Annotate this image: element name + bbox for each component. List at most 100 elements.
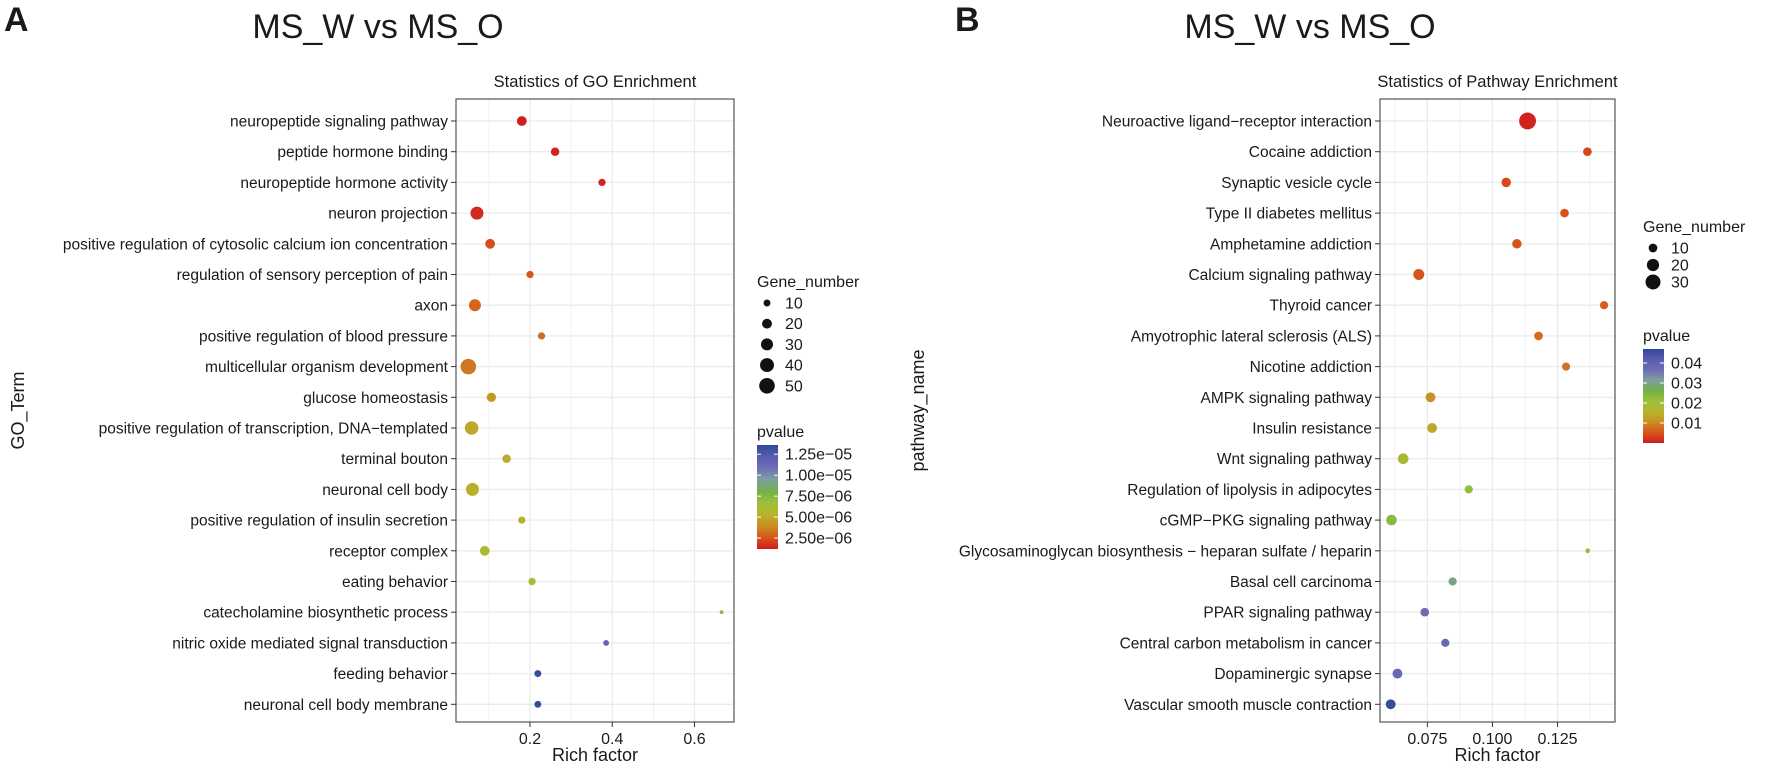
- data-point: [528, 577, 536, 586]
- plot-panel: [1380, 99, 1615, 722]
- legend-size-key: [759, 378, 775, 394]
- size-legend: Gene_number 10 20 30 40 50: [757, 274, 860, 395]
- data-point: [468, 299, 481, 312]
- y-tick-label: Synaptic vesicle cycle: [1221, 175, 1372, 192]
- panel-b: B MS_W vs MS_O Statistics of Pathway Enric…: [908, 1, 1746, 765]
- color-legend: pvalue 1.25e−05 1.00e−05 7.50e−06 5.00e−06 2.…: [757, 424, 852, 549]
- y-tick-label: positive regulation of cytosolic calcium…: [63, 236, 448, 253]
- plot-title: MS_W vs MS_O: [252, 8, 503, 46]
- plot-title: MS_W vs MS_O: [1184, 8, 1435, 46]
- x-tick-label: 0.6: [683, 731, 705, 748]
- x-tick-label: 0.4: [601, 731, 623, 748]
- legend-size-key: [760, 358, 774, 373]
- y-tick-label: Wnt signaling pathway: [1217, 451, 1372, 468]
- y-tick-label: Dopaminergic synapse: [1214, 666, 1372, 683]
- legend-title: Gene_number: [1643, 219, 1746, 236]
- legend-size-label: 40: [785, 358, 803, 375]
- panel-border: [455, 98, 735, 723]
- y-tick-label: Amyotrophic lateral sclerosis (ALS): [1131, 328, 1372, 345]
- y-tick-label: multicellular organism development: [205, 359, 449, 376]
- y-tick-label: Glycosaminoglycan biosynthesis − heparan…: [959, 543, 1372, 560]
- y-tick-label: Insulin resistance: [1252, 421, 1372, 438]
- x-axis-label: Rich factor: [1454, 745, 1540, 765]
- panel-letter: B: [955, 1, 980, 39]
- y-tick-label: Basal cell carcinoma: [1230, 574, 1373, 591]
- data-point: [516, 116, 527, 126]
- y-tick-label: Neuroactive ligand−receptor interaction: [1102, 114, 1372, 131]
- legend-size-key: [1648, 243, 1658, 253]
- data-point: [598, 178, 606, 187]
- panel-border: [1379, 98, 1616, 723]
- y-tick-label: neuropeptide hormone activity: [240, 175, 448, 192]
- data-point: [1583, 147, 1592, 157]
- legend-size-key: [760, 338, 774, 351]
- data-point: [1599, 301, 1609, 310]
- data-point: [603, 639, 610, 646]
- colorbar-label: 1.25e−05: [785, 447, 852, 464]
- data-point: [1585, 548, 1591, 554]
- legend-size-label: 10: [1671, 241, 1689, 258]
- data-point: [518, 516, 526, 524]
- data-point: [1392, 668, 1403, 679]
- colorbar-label: 2.50e−06: [785, 531, 852, 548]
- legend-title: pvalue: [757, 424, 804, 441]
- y-tick-label: regulation of sensory perception of pain: [177, 267, 448, 284]
- y-tick-label: Type II diabetes mellitus: [1206, 206, 1373, 223]
- x-tick-label: 0.100: [1472, 731, 1512, 748]
- y-tick-label: peptide hormone binding: [277, 144, 448, 161]
- y-tick-label: Nicotine addiction: [1250, 359, 1372, 376]
- data-point: [464, 421, 479, 435]
- y-tick-label: feeding behavior: [333, 666, 448, 683]
- x-tick-label: 0.2: [519, 731, 541, 748]
- legend-size-key: [1646, 258, 1660, 272]
- data-point: [485, 238, 496, 249]
- x-tick-label: 0.125: [1537, 731, 1577, 748]
- legend-size-key: [763, 299, 771, 307]
- colorbar: [1643, 349, 1664, 443]
- y-tick-label: glucose homeostasis: [303, 390, 448, 407]
- colorbar-label: 0.02: [1671, 396, 1702, 413]
- y-tick-label: cGMP−PKG signaling pathway: [1160, 513, 1373, 530]
- y-tick-label: positive regulation of blood pressure: [199, 328, 448, 345]
- data-point: [1561, 362, 1571, 371]
- x-axis-label: Rich factor: [552, 745, 638, 765]
- y-tick-label: nitric oxide mediated signal transductio…: [172, 635, 448, 652]
- data-point: [1464, 485, 1473, 494]
- colorbar-label: 7.50e−06: [785, 489, 852, 506]
- colorbar: [757, 445, 778, 549]
- legend-size-label: 50: [785, 378, 803, 395]
- colorbar-label: 0.03: [1671, 376, 1702, 393]
- y-axis-label: GO_Term: [8, 371, 29, 449]
- y-tick-label: PPAR signaling pathway: [1203, 605, 1372, 622]
- colorbar-label: 0.01: [1671, 416, 1702, 433]
- plot-subtitle: Statistics of GO Enrichment: [494, 73, 697, 91]
- y-tick-label: axon: [414, 298, 448, 315]
- data-point: [1397, 453, 1409, 465]
- panel-letter: A: [4, 1, 29, 39]
- y-tick-label: Vascular smooth muscle contraction: [1124, 697, 1372, 714]
- data-point: [1534, 331, 1543, 341]
- plot-panel: [456, 99, 734, 722]
- y-tick-label: Cocaine addiction: [1249, 144, 1372, 161]
- legend-size-label: 30: [785, 337, 803, 354]
- y-tick-label: Regulation of lipolysis in adipocytes: [1127, 482, 1372, 499]
- data-point: [537, 332, 546, 340]
- data-point: [1519, 112, 1537, 130]
- data-point: [465, 482, 479, 496]
- y-tick-label: AMPK signaling pathway: [1201, 390, 1373, 407]
- data-point: [1413, 269, 1425, 280]
- x-tick-label: 0.075: [1407, 731, 1447, 748]
- y-tick-label: Amphetamine addiction: [1210, 236, 1372, 253]
- y-tick-label: receptor complex: [329, 543, 448, 560]
- y-tick-label: positive regulation of transcription, DN…: [99, 421, 448, 438]
- data-point: [1512, 239, 1522, 249]
- data-point: [1448, 577, 1457, 586]
- panel-a: A MS_W vs MS_O Statistics of GO Enrichment…: [4, 1, 860, 765]
- data-point: [526, 270, 534, 279]
- data-point: [470, 206, 484, 220]
- data-point: [460, 358, 477, 375]
- colorbar-label: 1.00e−05: [785, 468, 852, 485]
- data-point: [1501, 177, 1511, 188]
